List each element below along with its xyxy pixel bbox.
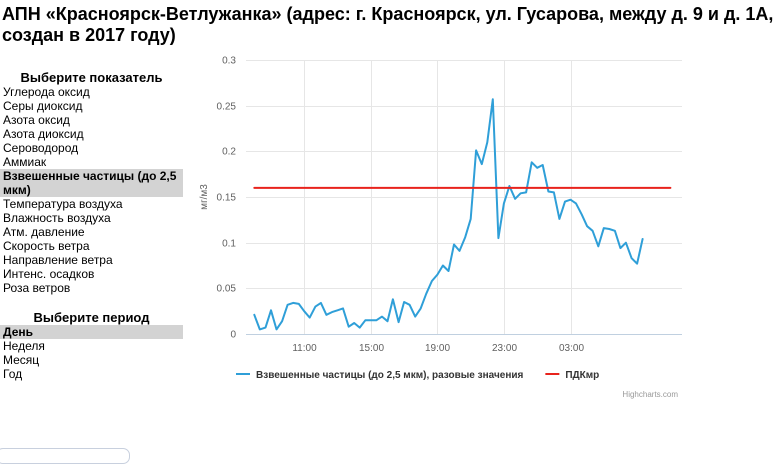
y-tick-label-5: 0.25 (217, 102, 237, 113)
period-item-3[interactable]: Год (3, 367, 23, 381)
series-line-0 (253, 98, 644, 331)
bottom-partial-button[interactable] (0, 448, 130, 464)
x-tick-label-0: 11:00 (292, 343, 317, 354)
period-panel-heading: Выберите период (33, 310, 150, 325)
indicator-item-8[interactable]: Влажность воздуха (3, 211, 111, 225)
indicator-item-0[interactable]: Углерода оксид (3, 85, 90, 99)
indicator-item-6[interactable]: Взвешенные частицы (до 2,5 мкм) (0, 169, 183, 197)
legend-label-0: Взвешенные частицы (до 2,5 мкм), разовые… (256, 370, 524, 381)
chart-area: 0 0.05 0.1 0.15 0.2 0.25 0.3 11:00 15:00 19:00 23:… (190, 48, 784, 408)
indicator-item-9[interactable]: Атм. давление (3, 225, 85, 239)
indicator-item-7[interactable]: Температура воздуха (3, 197, 123, 211)
period-item-2[interactable]: Месяц (3, 353, 40, 367)
indicator-list: Углерода оксид Серы диоксид Азота оксид Азо… (0, 85, 183, 295)
x-tick-label-2: 19:00 (425, 343, 450, 354)
period-item-0[interactable]: День (0, 325, 183, 339)
indicator-item-13[interactable]: Роза ветров (3, 281, 71, 295)
y-tick-label-1: 0.05 (217, 284, 237, 295)
y-tick-label-2: 0.1 (222, 239, 236, 250)
y-axis-title: мг/м3 (199, 184, 210, 210)
indicator-item-12[interactable]: Интенс. осадков (3, 267, 95, 281)
x-tick-label-3: 23:00 (492, 343, 517, 354)
x-tick-label-1: 15:00 (359, 343, 384, 354)
period-list: День Неделя Месяц Год (0, 325, 183, 381)
y-tick-label-4: 0.2 (222, 147, 236, 158)
y-tick-label-3: 0.15 (217, 193, 237, 204)
indicator-item-2[interactable]: Азота оксид (3, 113, 70, 127)
indicator-item-4[interactable]: Сероводород (3, 141, 79, 155)
y-tick-label-0: 0 (230, 330, 236, 341)
x-tick-label-4: 03:00 (559, 343, 584, 354)
indicator-panel: Выберите показатель Углерода оксид Серы д… (0, 71, 183, 295)
indicator-item-10[interactable]: Скорость ветра (3, 239, 90, 253)
period-panel: Выберите период День Неделя Месяц Год (0, 311, 183, 381)
y-tick-label-6: 0.3 (222, 56, 236, 67)
indicator-item-3[interactable]: Азота диоксид (3, 127, 84, 141)
credits-label: Highcharts.com (622, 390, 678, 399)
indicator-panel-heading: Выберите показатель (20, 70, 163, 85)
pollution-line-chart: 0 0.05 0.1 0.15 0.2 0.25 0.3 11:00 15:00 19:00 23:… (199, 56, 682, 399)
page-title: АПН «Красноярск-Ветлужанка» (адрес: г. К… (2, 4, 774, 45)
indicator-item-11[interactable]: Направление ветра (3, 253, 113, 267)
indicator-item-1[interactable]: Серы диоксид (3, 99, 83, 113)
period-item-1[interactable]: Неделя (3, 339, 45, 353)
legend-label-1: ПДКмр (565, 370, 599, 381)
indicator-item-5[interactable]: Аммиак (3, 155, 47, 169)
